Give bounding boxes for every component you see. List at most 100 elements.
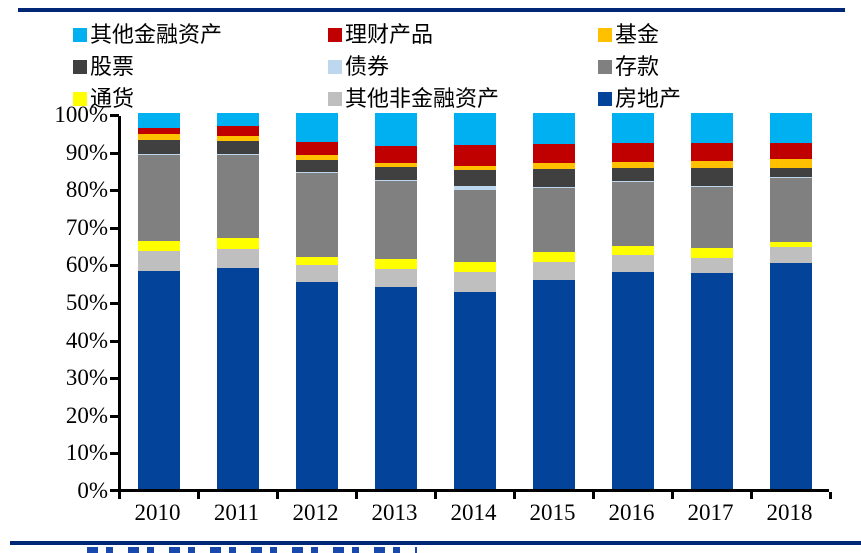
x-axis-tick	[750, 492, 753, 499]
segment-stocks-2016	[612, 167, 654, 182]
x-axis-tick	[513, 492, 516, 499]
legend-item-stocks: 股票	[73, 54, 134, 80]
x-axis-tick	[434, 492, 437, 499]
legend-label-deposits: 存款	[615, 54, 660, 79]
bar-2014	[454, 113, 496, 489]
segment-bonds-2014	[454, 186, 496, 191]
legend-item-wealth-management-products: 理财产品	[328, 22, 433, 48]
x-axis-label-2018: 2018	[766, 500, 813, 525]
y-axis-label-70%: 70%	[65, 214, 108, 240]
top-divider-rule	[18, 8, 845, 12]
segment-currency-2018	[770, 241, 812, 248]
segment-bonds-2017	[691, 185, 733, 187]
legend-swatch-stocks	[73, 60, 87, 74]
segment-other-financial-assets-2011	[217, 113, 259, 127]
bar-2016	[612, 113, 654, 489]
bar-2017	[691, 113, 733, 489]
legend-item-deposits: 存款	[598, 54, 659, 80]
segment-funds-2016	[612, 161, 654, 168]
segment-wealth-management-products-2013	[375, 146, 417, 164]
segment-other-nonfinancial-assets-2011	[217, 249, 259, 268]
segment-wealth-management-products-2018	[770, 143, 812, 159]
segment-other-nonfinancial-assets-2010	[138, 251, 180, 271]
segment-other-financial-assets-2014	[454, 113, 496, 146]
segment-real-estate-2011	[217, 267, 259, 489]
segment-deposits-2010	[138, 154, 180, 242]
segment-deposits-2014	[454, 190, 496, 263]
segment-other-financial-assets-2012	[296, 113, 338, 142]
bar-2013	[375, 113, 417, 489]
legend-swatch-other-nonfinancial-assets	[328, 92, 342, 106]
y-axis-label-90%: 90%	[65, 139, 108, 165]
segment-wealth-management-products-2012	[296, 141, 338, 156]
y-axis-tick	[110, 226, 119, 230]
legend-label-bonds: 债券	[345, 54, 390, 79]
y-axis-tick	[110, 339, 119, 343]
segment-real-estate-2016	[612, 271, 654, 489]
legend-item-real-estate: 房地产	[598, 86, 681, 112]
legend-item-currency: 通货	[73, 86, 134, 112]
x-axis-label-2015: 2015	[529, 500, 576, 525]
segment-real-estate-2010	[138, 270, 180, 489]
y-axis-tick	[110, 189, 119, 193]
segment-real-estate-2012	[296, 282, 338, 489]
legend-item-other-financial-assets: 其他金融资产	[73, 22, 222, 48]
y-axis-tick	[110, 114, 119, 117]
segment-real-estate-2014	[454, 292, 496, 489]
segment-real-estate-2013	[375, 287, 417, 489]
segment-other-nonfinancial-assets-2012	[296, 264, 338, 283]
segment-other-nonfinancial-assets-2015	[533, 261, 575, 280]
segment-funds-2010	[138, 134, 180, 140]
legend-label-currency: 通货	[90, 86, 135, 111]
y-axis-label-0%: 0%	[77, 478, 108, 503]
segment-funds-2014	[454, 166, 496, 171]
segment-stocks-2012	[296, 159, 338, 173]
y-axis-label-50%: 50%	[65, 290, 108, 315]
bar-2011	[217, 113, 259, 489]
legend-swatch-currency	[73, 92, 87, 106]
segment-deposits-2018	[770, 178, 812, 242]
segment-stocks-2011	[217, 141, 259, 154]
segment-currency-2012	[296, 256, 338, 265]
y-axis-tick	[110, 264, 119, 268]
segment-other-nonfinancial-assets-2017	[691, 258, 733, 273]
legend-swatch-real-estate	[598, 92, 612, 106]
segment-currency-2013	[375, 258, 417, 270]
x-axis-tick	[671, 492, 674, 499]
legend-swatch-funds	[598, 28, 612, 42]
y-axis-tick	[110, 452, 119, 456]
segment-currency-2014	[454, 262, 496, 273]
x-axis-label-2017: 2017	[687, 500, 734, 525]
segment-stocks-2013	[375, 167, 417, 181]
segment-currency-2017	[691, 248, 733, 259]
legend-label-other-financial-assets: 其他金融资产	[90, 22, 223, 47]
segment-wealth-management-products-2017	[691, 143, 733, 161]
segment-deposits-2017	[691, 186, 733, 249]
y-axis-label-100%: 100%	[54, 102, 108, 127]
x-axis-label-2016: 2016	[608, 500, 655, 525]
y-axis-label-30%: 30%	[65, 365, 108, 391]
legend-swatch-deposits	[598, 60, 612, 74]
legend-swatch-bonds	[328, 60, 342, 74]
segment-currency-2011	[217, 237, 259, 250]
segment-bonds-2016	[612, 181, 654, 183]
segment-stocks-2014	[454, 170, 496, 187]
y-axis-label-20%: 20%	[65, 402, 108, 428]
segment-bonds-2013	[375, 180, 417, 182]
chart-legend: 其他金融资产 理财产品 基金 股票 债券 存款 通货 其他非金融资产 房地产	[0, 0, 861, 112]
segment-funds-2011	[217, 135, 259, 142]
segment-funds-2017	[691, 160, 733, 169]
segment-bonds-2015	[533, 186, 575, 188]
x-axis-label-2013: 2013	[371, 500, 418, 525]
segment-other-nonfinancial-assets-2013	[375, 269, 417, 288]
y-axis-label-60%: 60%	[65, 252, 108, 278]
segment-bonds-2010	[138, 153, 180, 155]
segment-other-financial-assets-2015	[533, 113, 575, 144]
plot-area	[110, 113, 832, 499]
segment-funds-2012	[296, 155, 338, 160]
legend-swatch-wealth-management-products	[328, 28, 342, 42]
x-axis-label-2014: 2014	[450, 500, 497, 525]
segment-other-financial-assets-2017	[691, 113, 733, 144]
